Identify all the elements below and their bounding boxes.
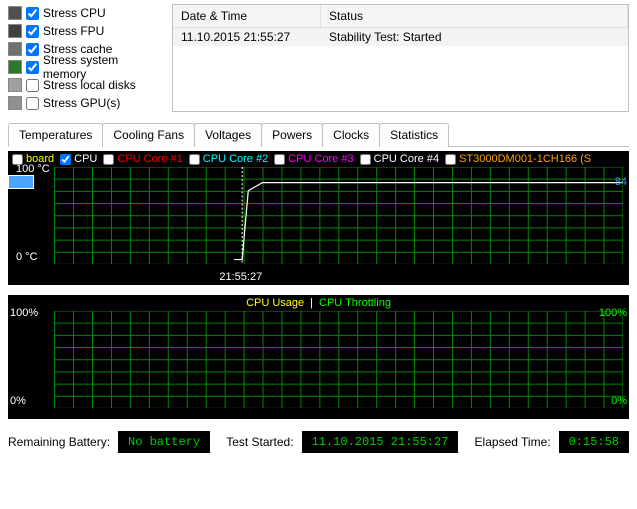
temp-ymin-label: 0 °C [16,251,38,263]
battery-label: Remaining Battery: [8,435,110,449]
log-cell-date: 11.10.2015 21:55:27 [173,28,321,46]
test-started-label: Test Started: [226,435,293,449]
stress-checkbox[interactable] [26,7,39,20]
tab-powers[interactable]: Powers [261,123,323,147]
legend-checkbox[interactable] [60,154,71,165]
legend-checkbox[interactable] [103,154,114,165]
tab-voltages[interactable]: Voltages [194,123,262,147]
log-header-date[interactable]: Date & Time [173,5,321,27]
device-icon [8,6,22,20]
legend-label: CPU Core #2 [203,153,268,165]
usage-legend-1: CPU Throttling [319,297,391,309]
elapsed-time-label: Elapsed Time: [475,435,551,449]
tab-cooling-fans[interactable]: Cooling Fans [102,123,195,147]
legend-label: CPU [74,153,97,165]
temp-time-label: 21:55:27 [219,271,262,283]
usage-right-max-label: 100% [599,307,627,319]
stress-option-1: Stress FPU [8,22,164,40]
legend-checkbox[interactable] [274,154,285,165]
device-icon [8,42,22,56]
stress-label: Stress local disks [43,78,136,92]
stress-label: Stress GPU(s) [43,96,120,110]
stress-checkbox[interactable] [26,61,39,74]
device-icon [8,78,22,92]
legend-label: CPU Core #1 [117,153,182,165]
stress-checkbox[interactable] [26,97,39,110]
stress-checkbox[interactable] [26,25,39,38]
device-icon [8,96,22,110]
tab-clocks[interactable]: Clocks [322,123,380,147]
legend-checkbox[interactable] [445,154,456,165]
legend-label: CPU Core #3 [288,153,353,165]
stress-option-5: Stress GPU(s) [8,94,164,112]
log-row[interactable]: 11.10.2015 21:55:27Stability Test: Start… [173,28,628,46]
device-icon [8,24,22,38]
stress-checkbox[interactable] [26,79,39,92]
stress-option-0: Stress CPU [8,4,164,22]
device-icon [8,60,22,74]
temp-ymax-label: 100 °C [16,163,50,175]
usage-chart: CPU Usage | CPU Throttling 100% 0% 100% … [8,295,629,419]
log-cell-status: Stability Test: Started [321,28,628,46]
usage-ymin-label: 0% [10,395,26,407]
legend-checkbox[interactable] [189,154,200,165]
test-started-value: 11.10.2015 21:55:27 [302,431,459,453]
log-panel: Date & Time Status 11.10.2015 21:55:27St… [172,4,629,112]
legend-checkbox[interactable] [360,154,371,165]
stress-label: Stress system memory [43,53,164,81]
log-header-status[interactable]: Status [321,5,628,27]
legend-label: CPU Core #4 [374,153,439,165]
tab-statistics[interactable]: Statistics [379,123,449,147]
temp-endpoint-label: 84 [615,176,627,188]
tab-temperatures[interactable]: Temperatures [8,123,103,147]
usage-right-min-label: 0% [611,395,627,407]
stress-option-3: Stress system memory [8,58,164,76]
usage-ymax-label: 100% [10,307,38,319]
stress-label: Stress CPU [43,6,106,20]
temperature-chart: board CPU CPU Core #1 CPU Core #2 CPU Co… [8,151,629,285]
elapsed-time-value: 0:15:58 [559,431,629,453]
battery-value: No battery [118,431,210,453]
stress-checkbox[interactable] [26,43,39,56]
legend-label: ST3000DM001-1CH166 (S [459,153,591,165]
stress-label: Stress FPU [43,24,104,38]
usage-legend-0: CPU Usage [246,297,304,309]
